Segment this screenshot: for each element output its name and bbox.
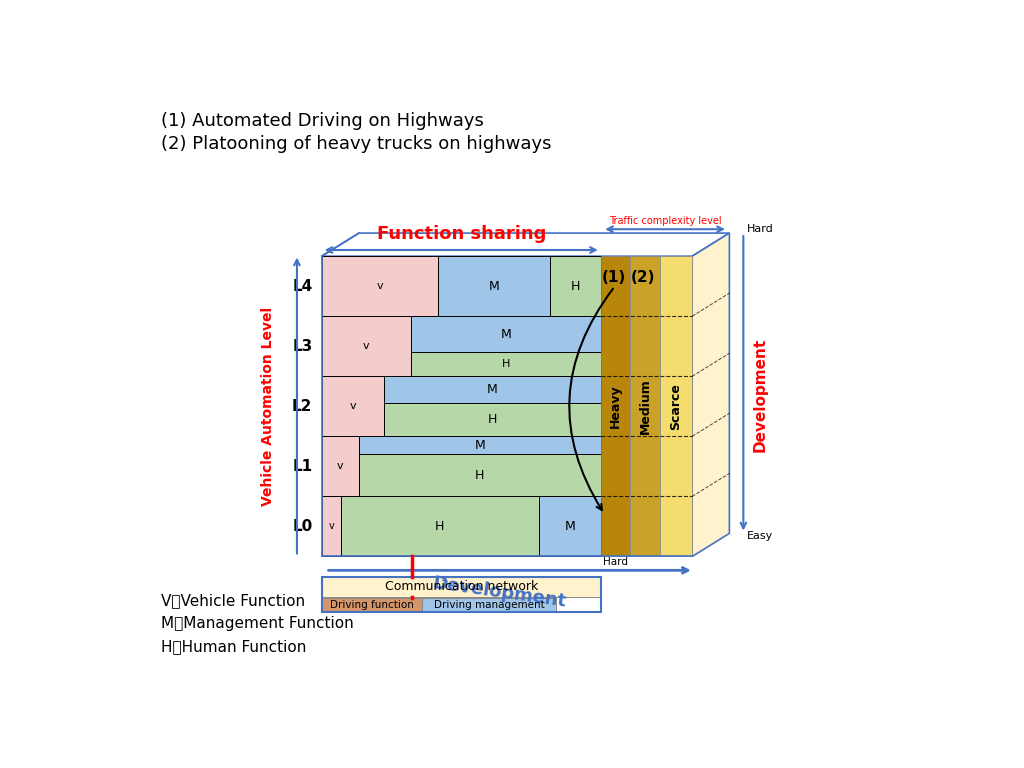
Bar [438,257,550,316]
Text: H: H [435,520,444,533]
Bar [322,316,411,376]
Text: Driving management: Driving management [434,600,545,610]
Bar [359,455,601,496]
Text: L3: L3 [292,339,312,354]
Text: H: H [502,359,510,369]
Bar [411,353,601,376]
Text: L2: L2 [292,399,312,414]
Text: M: M [564,520,575,533]
Bar [411,316,601,353]
Text: v: v [377,281,383,291]
Bar [630,257,659,557]
Text: Traffic complexity level: Traffic complexity level [608,216,721,226]
Bar [601,257,630,557]
Text: v: v [362,341,370,351]
Text: V：Vehicle Function: V：Vehicle Function [161,593,305,607]
Text: L0: L0 [292,519,312,534]
Text: Driving function: Driving function [330,600,414,610]
Text: v: v [337,462,344,472]
Bar [341,496,539,557]
Text: Scarce: Scarce [670,383,682,430]
Bar [359,436,601,455]
Bar [322,578,601,612]
Bar [322,376,384,436]
Bar [322,578,601,597]
Text: (1): (1) [602,270,626,285]
Text: H：Human Function: H：Human Function [161,639,306,654]
Text: Hard: Hard [603,557,628,567]
Text: Heavy: Heavy [609,385,622,428]
Text: (2): (2) [631,270,655,285]
Text: L1: L1 [292,459,312,474]
Bar [539,496,601,557]
Text: M: M [474,439,485,452]
Text: Hard: Hard [746,224,773,234]
Text: Vehicle Automation Level: Vehicle Automation Level [260,306,274,506]
Text: Easy: Easy [746,531,773,541]
Text: M: M [501,328,511,341]
Text: (2) Platooning of heavy trucks on highways: (2) Platooning of heavy trucks on highwa… [161,135,551,154]
Bar [422,598,556,612]
Text: Development: Development [753,338,768,452]
Text: M: M [488,280,500,293]
Bar [322,598,422,612]
Text: M: M [486,383,498,396]
Bar [322,257,438,316]
Text: v: v [329,521,334,531]
Text: v: v [349,402,356,412]
Bar [384,403,601,436]
Text: H: H [475,469,484,482]
Text: M：Management Function: M：Management Function [161,616,353,631]
Text: Medium: Medium [638,379,651,434]
Text: H: H [487,413,497,426]
Bar [659,257,692,557]
Text: Communication network: Communication network [385,581,538,594]
Text: L4: L4 [292,279,312,293]
Bar [322,436,359,496]
Text: Function sharing: Function sharing [377,225,546,243]
Polygon shape [692,233,729,557]
Bar [322,496,341,557]
Text: H: H [570,280,581,293]
Text: Development: Development [431,574,567,611]
Bar [550,257,601,316]
Text: (1) Automated Driving on Highways: (1) Automated Driving on Highways [161,112,483,131]
Polygon shape [322,233,729,257]
Bar [384,376,601,403]
